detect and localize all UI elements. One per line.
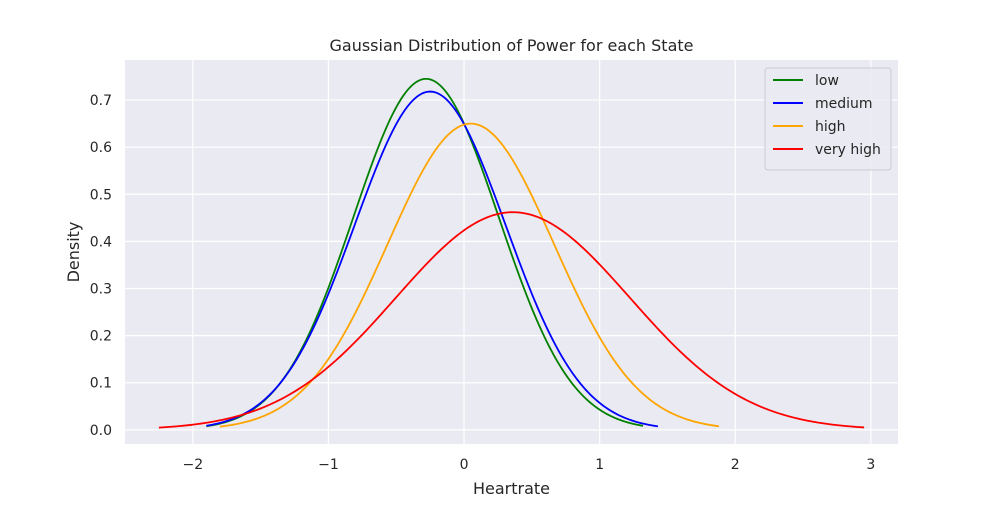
series-line-very-high <box>158 211 865 429</box>
series-line-high <box>219 122 720 428</box>
y-tick-label: 0.5 <box>90 187 112 203</box>
x-tick-label: 2 <box>731 457 740 473</box>
y-axis-ticks: 0.0 0.1 0.2 0.3 0.4 0.5 0.6 0.7 <box>90 93 112 439</box>
x-tick-label: −1 <box>318 457 339 473</box>
x-tick-label: 0 <box>460 457 469 473</box>
x-tick-label: −2 <box>182 457 203 473</box>
x-tick-label: 1 <box>595 457 604 473</box>
y-tick-label: 0.1 <box>90 376 112 392</box>
legend-box <box>764 67 892 171</box>
series-lines <box>158 77 865 429</box>
legend: low medium high very high <box>764 67 892 171</box>
series-line-medium <box>206 90 659 428</box>
y-tick-label: 0.2 <box>90 329 112 345</box>
legend-label: low <box>815 73 839 89</box>
x-axis-ticks: −2 −1 0 1 2 3 <box>182 457 875 473</box>
y-tick-label: 0.4 <box>90 234 112 250</box>
legend-label: high <box>815 119 846 135</box>
y-axis-label: Density <box>64 222 83 283</box>
y-tick-label: 0.7 <box>90 93 112 109</box>
legend-label: very high <box>815 142 881 158</box>
x-axis-label: Heartrate <box>473 479 550 498</box>
legend-label: medium <box>815 96 873 112</box>
y-tick-label: 0.0 <box>90 423 112 439</box>
x-tick-label: 3 <box>866 457 875 473</box>
y-tick-label: 0.3 <box>90 282 112 298</box>
chart-title: Gaussian Distribution of Power for each … <box>330 36 694 55</box>
y-tick-label: 0.6 <box>90 140 112 156</box>
